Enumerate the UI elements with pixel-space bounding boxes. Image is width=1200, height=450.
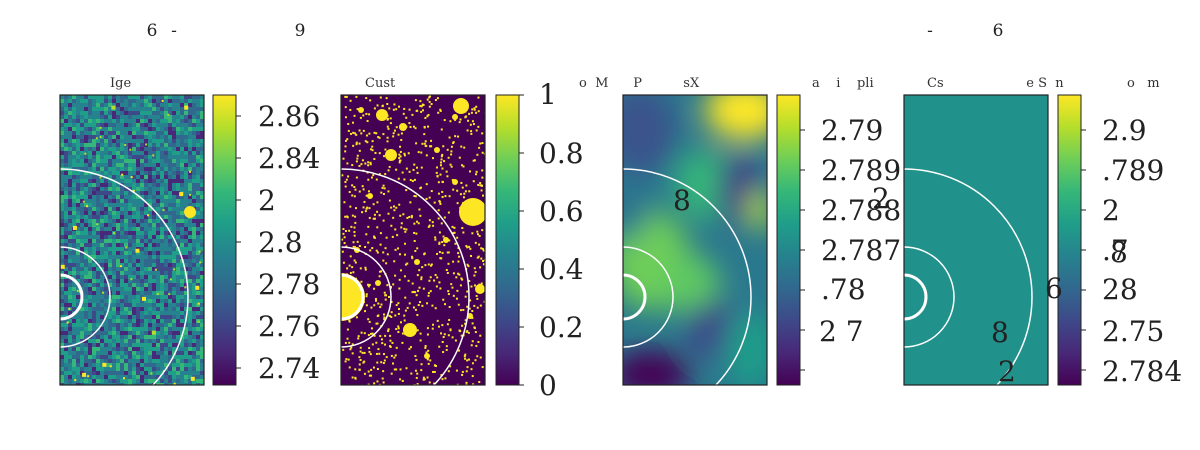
top-label: 6 (147, 21, 158, 41)
stray-annotation: 6 (1045, 272, 1063, 305)
colorbar-tick-label: 28 (1102, 273, 1138, 306)
colorbar-tick-label: 2.84 (258, 142, 320, 175)
heatmap-background (623, 95, 767, 385)
panel-title-right: o m (1127, 76, 1160, 91)
colorbar-tick-label: 2.789 (821, 154, 901, 187)
heatmap-residual (904, 95, 1048, 385)
colorbar-tick-label: 2 7 (819, 315, 864, 348)
colorbar-tick-label: .789 (1102, 154, 1164, 187)
colorbar-tick-label: 2.74 (258, 352, 320, 385)
colorbar-tick-label: 2.788 (821, 194, 901, 227)
colorbar-tick-label: 2.86 (258, 100, 320, 133)
colorbar-tick-label: .7 (1102, 234, 1129, 267)
top-label: 9 (295, 21, 306, 41)
top-labels: 6 - 9 - 6 (147, 21, 1004, 41)
panel-image: Ige 2.86 2.84 2 2.8 2.78 2.76 2.74 (59, 76, 320, 386)
colorbar-tick-label: 2.784 (1102, 355, 1182, 388)
panel-mask: Cust 1 0.8 0.6 0.4 0.2 0 (340, 76, 584, 402)
colorbar-tick-label: 0 (539, 369, 557, 402)
colorbar-ticks: 2.9 .789 2 .7 28 2.75 2.784 (1081, 114, 1182, 388)
colorbar-tick-label: 2.76 (258, 310, 320, 343)
colorbar (1057, 94, 1082, 386)
panel-title-right: a i pli (812, 76, 874, 91)
colorbar-tick-label: 0.6 (539, 195, 584, 228)
colorbar-tick-label: .78 (821, 273, 866, 306)
panel-title: Cs e S n (927, 76, 1064, 91)
top-label: - (927, 21, 933, 41)
colorbar-tick-label: 2 (258, 184, 276, 217)
colorbar-tick-label: 0.2 (539, 311, 584, 344)
colorbar-tick-label: 2.75 (1102, 315, 1164, 348)
heatmap-mask (341, 95, 485, 385)
colorbar-tick-label: 2 (1102, 194, 1120, 227)
colorbar-tick-label: 2.79 (821, 114, 883, 147)
panel-residual: Cs e S n o m 2.9 .789 2 .7 28 2.75 2.784… (903, 76, 1182, 388)
axes-frame (903, 94, 1049, 386)
colorbar-ticks: 1 0.8 0.6 0.4 0.2 0 (519, 78, 584, 402)
axes-frame (340, 94, 486, 386)
stray-annotation: 2 (998, 355, 1016, 388)
panel-background: o M P sX a i pli (579, 76, 901, 386)
panel-title: Cust (365, 76, 396, 91)
top-label: 6 (993, 21, 1004, 41)
colorbar-tick-label: 0.4 (539, 253, 584, 286)
stray-annotation: 8 (673, 184, 691, 217)
axes-frame (622, 94, 768, 386)
colorbar-ticks: 2.79 2.789 2.788 2.787 .78 2 7 (800, 114, 901, 371)
colorbar-tick-label: 2.787 (821, 234, 901, 267)
colorbar-tick-label: 1 (539, 78, 557, 111)
panel-title: Ige (110, 76, 131, 91)
colorbar (212, 94, 237, 386)
colorbar-tick-label: 0.8 (539, 137, 584, 170)
stray-annotation: 8 (1110, 236, 1128, 269)
colorbar (776, 94, 801, 386)
colorbar-tick-label: 2.78 (258, 268, 320, 301)
colorbar (495, 94, 520, 386)
colorbar-tick-label: 2.8 (258, 226, 303, 259)
heatmap-image (60, 95, 204, 385)
axes-frame (59, 94, 205, 386)
stray-annotation: 8 (991, 316, 1009, 349)
top-label: - (171, 21, 177, 41)
stray-annotation: 2 (872, 182, 890, 215)
colorbar-ticks: 2.86 2.84 2 2.8 2.78 2.76 2.74 (236, 100, 320, 385)
colorbar-tick-label: 2.9 (1102, 114, 1147, 147)
panel-title: o M P sX (579, 76, 700, 91)
